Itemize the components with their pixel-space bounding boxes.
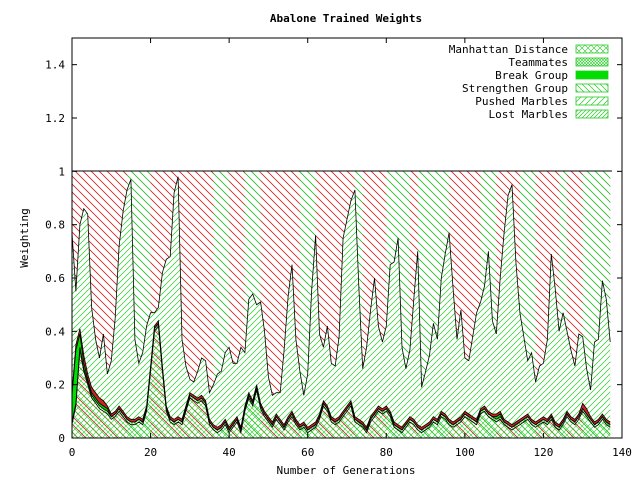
legend-swatch: [575, 96, 609, 106]
stacked-areas: [72, 176, 611, 438]
legend-label: Teammates: [508, 56, 568, 69]
x-tick-label: 140: [612, 446, 632, 459]
y-axis-label: Weighting: [18, 208, 31, 268]
x-tick-label: 120: [533, 446, 553, 459]
x-tick-label: 20: [144, 446, 157, 459]
x-axis-ticks: 0 20 40 60 80 100 120 140: [69, 38, 632, 459]
area-manhattan-distance: [72, 326, 611, 438]
x-tick-label: 80: [380, 446, 393, 459]
x-tick-label: 100: [455, 446, 475, 459]
x-tick-label: 40: [223, 446, 236, 459]
chart-title: Abalone Trained Weights: [270, 12, 422, 25]
y-tick-label: 0.6: [45, 272, 65, 285]
y-axis-ticks: 0 0.2 0.4 0.6 0.8 1 1.2 1.4: [45, 59, 622, 445]
plot-frame: [71, 37, 623, 439]
band-green-hatch: [559, 171, 567, 439]
legend-label: Lost Marbles: [489, 108, 568, 121]
legend-swatch: [575, 70, 609, 80]
legend-label: Manhattan Distance: [449, 43, 568, 56]
legend-swatch: [575, 44, 609, 54]
y-tick-label: 1.4: [45, 59, 65, 72]
x-tick-label: 0: [69, 446, 76, 459]
area-hatch-pushed-marbles: [72, 176, 611, 428]
y-tick-label: 1: [58, 165, 65, 178]
legend-swatch: [575, 109, 609, 119]
y-tick-label: 0.2: [45, 379, 65, 392]
legend-swatch: [575, 57, 609, 67]
legend-label: Pushed Marbles: [475, 95, 568, 108]
line-pushed-marbles: [71, 176, 611, 396]
y-tick-label: 0: [58, 432, 65, 445]
y-tick-label: 1.2: [45, 112, 65, 125]
x-axis-label: Number of Generations: [276, 464, 415, 477]
y-tick-label: 0.8: [45, 219, 65, 232]
legend-label: Strengthen Group: [462, 82, 568, 95]
y-tick-label: 0.4: [45, 325, 65, 338]
area-boundaries: [71, 176, 611, 435]
line-strengthen-group: [71, 319, 611, 429]
x-tick-label: 60: [301, 446, 314, 459]
legend-swatch: [575, 83, 609, 93]
legend-label: Break Group: [495, 69, 568, 82]
